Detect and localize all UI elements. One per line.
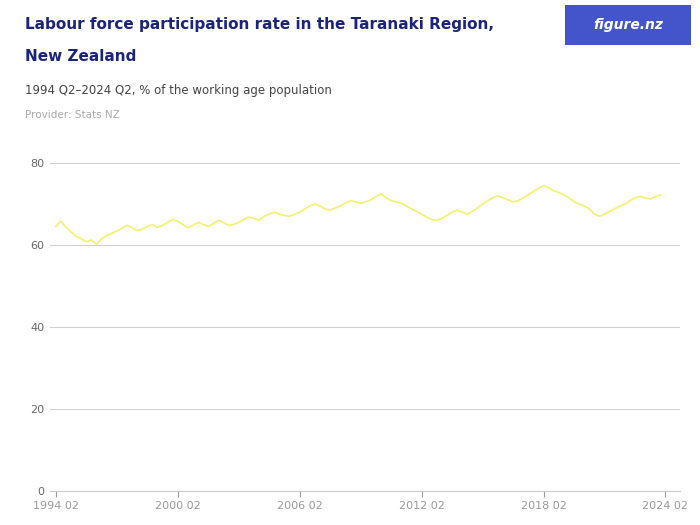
Text: Provider: Stats NZ: Provider: Stats NZ: [25, 110, 120, 120]
Text: figure.nz: figure.nz: [593, 18, 663, 32]
Text: 1994 Q2–2024 Q2, % of the working age population: 1994 Q2–2024 Q2, % of the working age po…: [25, 84, 332, 97]
Text: New Zealand: New Zealand: [25, 49, 136, 65]
Text: Labour force participation rate in the Taranaki Region,: Labour force participation rate in the T…: [25, 17, 494, 32]
